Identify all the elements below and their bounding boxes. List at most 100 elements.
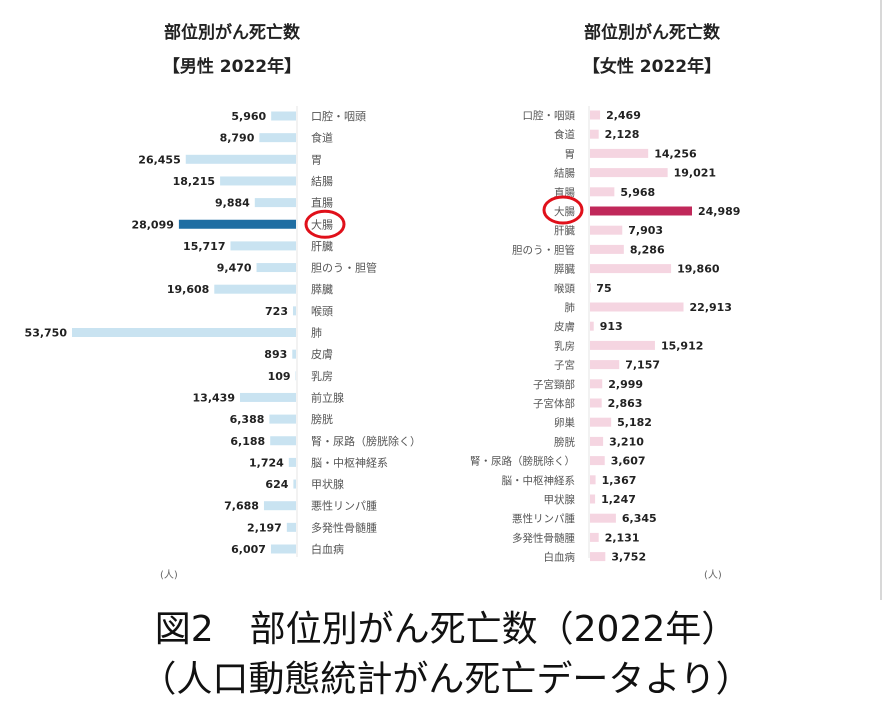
female-category-label: 悪性リンパ腫 bbox=[512, 512, 575, 525]
female-category-label: 胆のう・胆管 bbox=[512, 243, 575, 256]
male-bar bbox=[288, 457, 296, 467]
female-category-label: 直腸 bbox=[554, 186, 575, 199]
male-bar bbox=[269, 414, 296, 424]
male-bar bbox=[292, 349, 296, 359]
female-bar bbox=[590, 302, 684, 312]
female-bar bbox=[590, 436, 604, 446]
male-value-label: 19,608 bbox=[167, 283, 209, 296]
female-bar-chart: 2,469 口腔・咽頭 2,128 食道 14,256 胃 19,021 結腸 5,968 直腸 2… bbox=[470, 106, 740, 564]
female-category-label: 大腸 bbox=[554, 205, 575, 218]
male-bar bbox=[254, 198, 296, 208]
male-unit-label: (人) bbox=[160, 570, 178, 581]
female-category-label: 甲状腺 bbox=[544, 493, 576, 506]
male-bar bbox=[220, 176, 296, 186]
female-bar bbox=[590, 321, 594, 331]
female-value-label: 5,968 bbox=[620, 186, 655, 199]
male-value-label: 2,197 bbox=[247, 521, 282, 534]
female-bar bbox=[590, 264, 672, 274]
male-value-label: 26,455 bbox=[138, 153, 180, 166]
female-category-label: 肝臓 bbox=[554, 225, 575, 237]
male-category-label: 喉頭 bbox=[311, 305, 333, 318]
female-bar bbox=[590, 456, 605, 466]
male-value-label: 53,750 bbox=[25, 327, 68, 340]
male-category-label: 悪性リンパ腫 bbox=[311, 499, 377, 513]
female-category-label: 腎・尿路（膀胱除く） bbox=[470, 455, 575, 468]
female-bar bbox=[590, 206, 692, 216]
male-value-label: 6,388 bbox=[230, 413, 265, 426]
male-value-label: 13,439 bbox=[193, 391, 235, 404]
male-category-label: 前立腺 bbox=[311, 390, 344, 404]
female-category-label: 卵巣 bbox=[554, 416, 575, 429]
female-value-label: 6,345 bbox=[622, 512, 657, 525]
male-category-label: 結腸 bbox=[311, 174, 333, 188]
female-unit-label: (人) bbox=[704, 570, 722, 581]
male-chart-title: 部位別がん死亡数 bbox=[164, 23, 300, 43]
female-value-label: 3,210 bbox=[609, 435, 644, 448]
female-value-label: 2,863 bbox=[608, 397, 643, 410]
male-value-label: 9,470 bbox=[217, 262, 252, 275]
female-bar bbox=[590, 494, 596, 504]
male-value-label: 893 bbox=[264, 348, 287, 361]
female-value-label: 22,913 bbox=[690, 301, 732, 314]
male-category-label: 皮膚 bbox=[311, 347, 333, 361]
male-value-label: 15,717 bbox=[183, 240, 225, 253]
male-category-label: 胃 bbox=[311, 153, 322, 166]
male-chart-subtitle: 【男性 2022年】 bbox=[162, 57, 302, 77]
male-highlight-circle bbox=[304, 209, 346, 239]
male-category-label: 大腸 bbox=[311, 217, 333, 231]
male-bar bbox=[263, 501, 296, 511]
male-bar bbox=[72, 328, 296, 337]
male-value-label: 6,188 bbox=[230, 435, 265, 448]
male-value-label: 18,215 bbox=[173, 175, 215, 188]
male-category-label: 直腸 bbox=[311, 196, 333, 210]
male-value-label: 5,960 bbox=[231, 110, 266, 123]
female-category-label: 乳房 bbox=[554, 339, 575, 352]
male-bar bbox=[293, 479, 296, 489]
female-value-label: 19,860 bbox=[677, 263, 720, 276]
female-bar bbox=[590, 187, 615, 197]
male-bar-chart: 5,960 口腔・咽頭 8,790 食道 26,455 胃 18,215 結腸 9,884 直腸 2… bbox=[25, 106, 421, 557]
female-chart-title: 部位別がん死亡数 bbox=[584, 23, 720, 43]
male-value-label: 7,688 bbox=[224, 500, 259, 513]
male-category-label: 甲状腺 bbox=[311, 477, 344, 491]
male-bar bbox=[286, 522, 296, 532]
male-value-label: 624 bbox=[265, 478, 288, 491]
female-value-label: 24,989 bbox=[698, 205, 740, 218]
male-bar bbox=[270, 544, 296, 554]
female-category-label: 脳・中枢神経系 bbox=[502, 474, 576, 487]
female-bar bbox=[590, 532, 599, 542]
male-category-label: 脳・中枢神経系 bbox=[311, 455, 388, 469]
female-category-label: 結腸 bbox=[554, 167, 575, 180]
female-chart-subtitle: 【女性 2022年】 bbox=[582, 57, 722, 77]
female-category-label: 多発性骨髄腫 bbox=[512, 531, 575, 544]
female-category-label: 喉頭 bbox=[554, 283, 575, 295]
female-value-label: 5,182 bbox=[617, 416, 652, 429]
male-category-label: 腎・尿路（膀胱除く） bbox=[311, 434, 421, 448]
female-bar bbox=[590, 360, 620, 370]
male-category-label: 乳房 bbox=[311, 370, 333, 383]
female-category-label: 胃 bbox=[565, 148, 576, 160]
male-value-label: 28,099 bbox=[131, 218, 173, 231]
male-value-label: 723 bbox=[265, 305, 288, 318]
female-bar bbox=[590, 244, 624, 254]
male-category-label: 肺 bbox=[311, 327, 322, 340]
female-category-label: 膀胱 bbox=[554, 435, 575, 448]
female-value-label: 7,157 bbox=[625, 359, 660, 372]
female-category-label: 肺 bbox=[565, 302, 576, 314]
male-bar bbox=[230, 241, 296, 251]
figure-caption: 図2 部位別がん死亡数（2022年） bbox=[154, 609, 738, 650]
female-bar bbox=[590, 110, 601, 120]
male-bar bbox=[214, 284, 296, 294]
female-bar bbox=[590, 379, 603, 389]
female-bar bbox=[590, 148, 649, 158]
male-value-label: 8,790 bbox=[220, 132, 255, 145]
female-category-label: 子宮体部 bbox=[533, 397, 575, 410]
male-value-label: 109 bbox=[268, 370, 291, 383]
female-bar bbox=[590, 552, 606, 562]
male-category-label: 食道 bbox=[311, 131, 333, 145]
male-bar bbox=[292, 306, 296, 316]
female-value-label: 7,903 bbox=[628, 224, 663, 237]
female-value-label: 2,469 bbox=[606, 109, 641, 122]
female-value-label: 3,607 bbox=[611, 455, 646, 468]
female-bar bbox=[590, 340, 655, 350]
